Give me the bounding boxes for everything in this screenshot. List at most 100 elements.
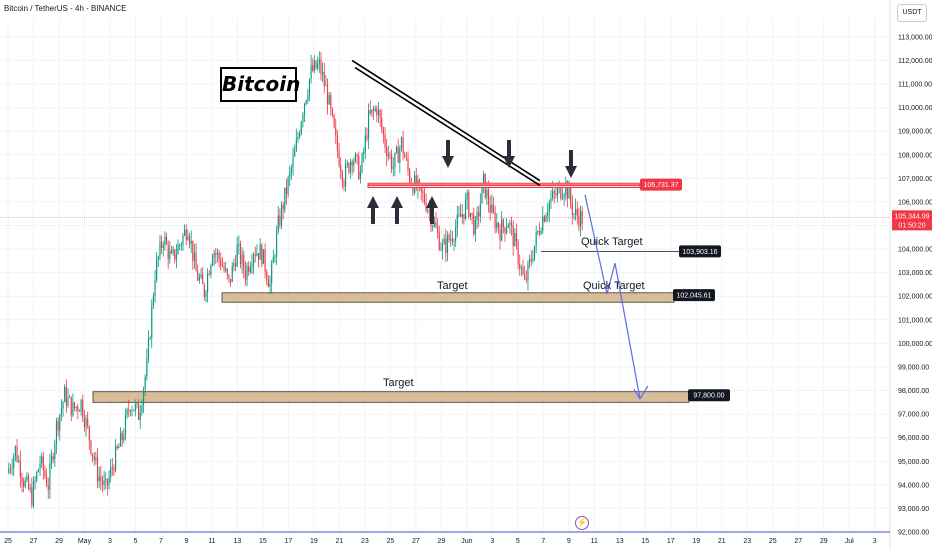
- candle-body: [299, 133, 301, 137]
- candle-body: [16, 446, 18, 462]
- time-tick-label: 5: [134, 538, 138, 545]
- price-tick-label: 99,000.00: [898, 364, 929, 371]
- candle-body: [142, 389, 145, 406]
- annotation-label: Target: [437, 280, 468, 292]
- candle-body: [118, 446, 120, 449]
- time-tick-label: 15: [259, 538, 267, 545]
- candle-body: [409, 170, 411, 184]
- candle-body: [340, 165, 342, 172]
- up-arrow-icon: [367, 196, 379, 224]
- candle-body: [141, 405, 143, 413]
- candle-body: [282, 205, 284, 210]
- candle-body: [59, 414, 61, 431]
- candle-body: [576, 208, 578, 217]
- candle-body: [397, 147, 399, 163]
- time-tick-label: 19: [692, 538, 700, 545]
- candle-body: [519, 263, 521, 269]
- candle-body: [382, 128, 384, 135]
- currency-button[interactable]: USDT: [897, 4, 927, 22]
- candle-body: [96, 457, 99, 482]
- candle-body: [180, 244, 182, 246]
- candle-body: [172, 249, 174, 254]
- time-tick-label: 27: [30, 538, 38, 545]
- candle-body: [499, 229, 501, 241]
- candle-body: [514, 233, 516, 247]
- candle-body: [220, 259, 222, 267]
- annotation-label: Target: [383, 377, 414, 389]
- candle-body: [548, 201, 550, 213]
- candle-body: [504, 227, 506, 233]
- candle-body: [207, 273, 209, 293]
- candle-body: [223, 266, 225, 271]
- candle-body: [90, 440, 92, 454]
- candle-body: [29, 487, 31, 490]
- candle-body: [525, 278, 527, 281]
- candle-body: [494, 211, 496, 228]
- price-axis[interactable]: 92,000.00 93,000.00 94,000.00 95,000.00 96,0…: [889, 0, 932, 550]
- candle-body: [69, 396, 71, 398]
- annotation-label: Quick Target: [583, 280, 645, 292]
- candle-body: [302, 114, 304, 123]
- last-price-tag: [892, 210, 932, 231]
- candle-body: [354, 154, 357, 162]
- candle-body: [116, 446, 118, 449]
- candle-body: [376, 108, 378, 116]
- price-tick-label: 94,000.00: [898, 482, 929, 489]
- candle-body: [147, 338, 150, 359]
- candle-body: [261, 245, 263, 265]
- price-tick-label: 113,000.00: [898, 34, 932, 41]
- candle-body: [384, 134, 386, 148]
- candle-body: [538, 231, 541, 234]
- candle-body: [575, 208, 577, 215]
- candle-body: [113, 468, 115, 471]
- candle-body: [77, 406, 79, 411]
- candle-body: [131, 409, 133, 412]
- candle-body: [36, 472, 38, 481]
- level-tag-label: 106,731.37: [643, 182, 678, 189]
- candle-body: [446, 235, 449, 253]
- candle-body: [313, 60, 315, 71]
- candle-body: [42, 456, 44, 471]
- price-tick-label: 98,000.00: [898, 388, 929, 395]
- price-tick-label: 104,000.00: [898, 247, 932, 254]
- candle-body: [428, 209, 430, 212]
- candle-body: [215, 253, 217, 255]
- candle-body: [358, 156, 360, 179]
- candle-body: [162, 245, 164, 248]
- candle-body: [317, 63, 319, 69]
- time-tick-label: 21: [335, 538, 343, 545]
- lightning-icon[interactable]: ⚡: [575, 516, 589, 530]
- candle-body: [195, 252, 197, 272]
- candle-body: [123, 436, 125, 441]
- candle-body: [453, 240, 455, 242]
- candle-body: [333, 115, 335, 128]
- candle-body: [570, 187, 572, 203]
- candle-body: [566, 181, 568, 199]
- candle-body: [479, 203, 481, 217]
- candle-body: [456, 214, 458, 228]
- candle-body: [400, 137, 403, 149]
- candle-body: [85, 418, 87, 427]
- candle-body: [379, 110, 381, 118]
- candle-body: [520, 267, 522, 269]
- candle-body: [210, 265, 212, 275]
- time-axis[interactable]: 25 27 29 May 3 5 7 9 11 13 15 17 19 21 23 25 27 29 Jun 3 5 7 9…: [0, 531, 890, 545]
- candle-body: [466, 192, 468, 200]
- time-tick-label: 7: [541, 538, 545, 545]
- candle-body: [251, 264, 253, 268]
- candle-body: [443, 238, 445, 245]
- candle-body: [190, 240, 192, 244]
- price-tags: 106,731.37 103,903.16 102,045.61 97,800.00 1…: [640, 178, 932, 402]
- candle-body: [305, 100, 307, 104]
- candle-body: [8, 468, 10, 474]
- candle-body: [371, 109, 373, 114]
- candle-body: [72, 402, 74, 416]
- candle-body: [65, 386, 67, 406]
- time-tick-label: Jun: [461, 538, 472, 545]
- candle-body: [241, 254, 243, 265]
- price-tick-label: 111,000.00: [898, 82, 932, 89]
- candle-body: [205, 292, 207, 297]
- candle-body: [121, 432, 123, 441]
- candle-body: [468, 192, 470, 217]
